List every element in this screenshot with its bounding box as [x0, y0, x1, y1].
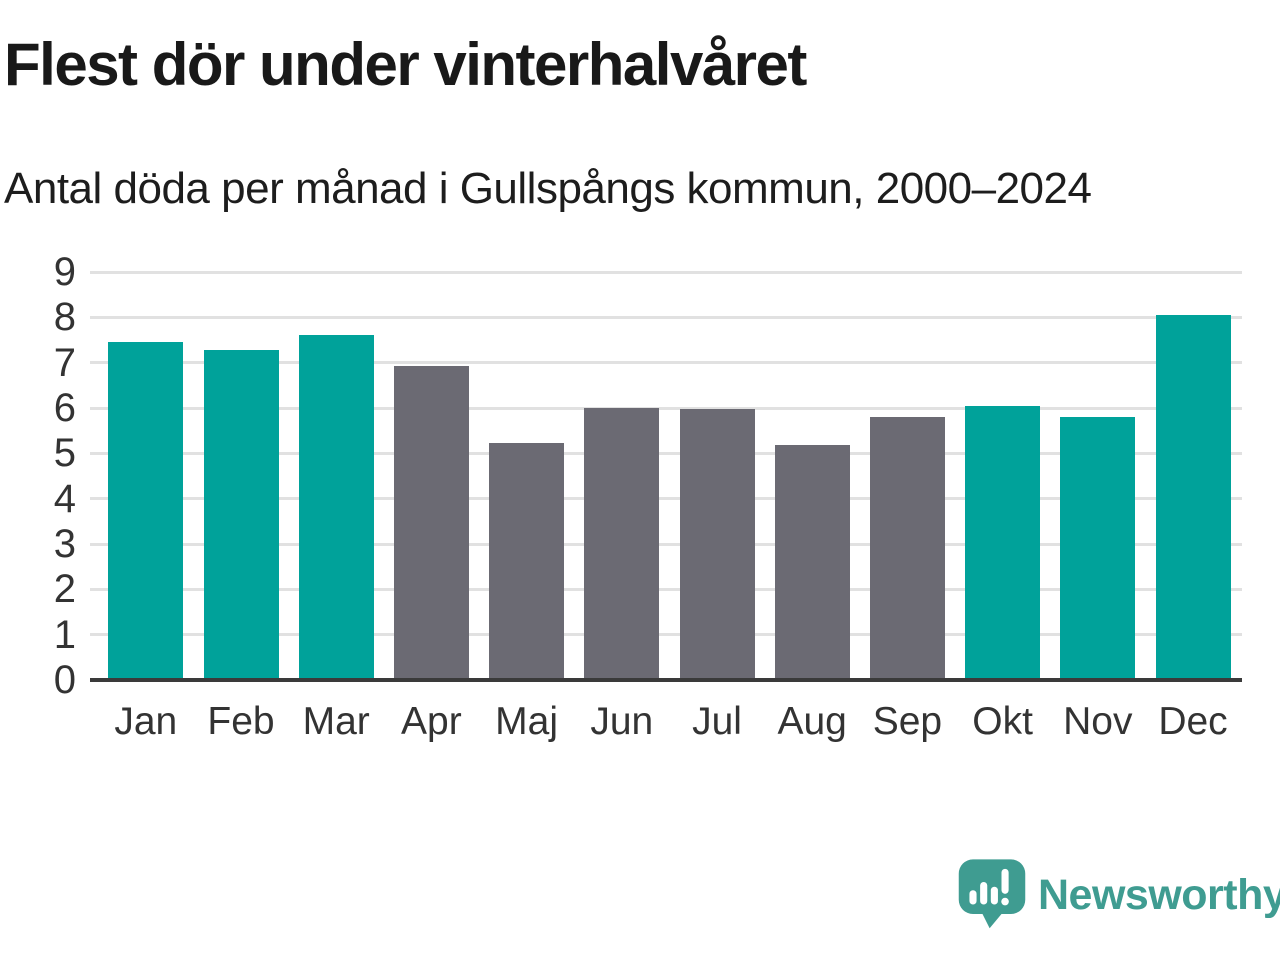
chart-title: Flest dör under vinterhalvåret: [4, 31, 807, 98]
x-tick-label-maj: Maj: [495, 700, 559, 743]
x-tick-label-sep: Sep: [872, 700, 943, 743]
newsworthy-logo-icon: [958, 859, 1026, 929]
x-tick-label-apr: Apr: [401, 700, 462, 743]
bar-maj: [489, 443, 565, 680]
x-tick-label-nov: Nov: [1063, 700, 1133, 743]
bar-sep: [869, 416, 945, 680]
bar-mar: [298, 334, 374, 680]
x-axis-baseline: [90, 678, 1242, 682]
plot-area: 0 1 2 3 4 5 6 7 8 9 Jan Feb Mar Apr Maj Jun Jul Aug Sep Okt…: [54, 250, 1242, 743]
y-tick-label-0: 0: [53, 658, 76, 702]
brand-logo: Newsworthy: [956, 856, 1280, 934]
x-tick-label-okt: Okt: [972, 700, 1033, 743]
bar-okt: [965, 405, 1041, 680]
gridline-6: [90, 406, 1242, 410]
y-tick-label-9: 9: [53, 250, 76, 294]
bar-jun: [584, 408, 660, 680]
y-tick-label-1: 1: [53, 612, 76, 657]
gridline-2: [90, 587, 1242, 591]
bar-nov: [1060, 417, 1136, 680]
y-tick-label-4: 4: [53, 476, 76, 521]
gridline-4: [90, 497, 1242, 501]
x-tick-label-aug: Aug: [777, 700, 847, 743]
bar-jul: [679, 408, 755, 680]
bar-feb: [203, 350, 279, 680]
bar-apr: [393, 366, 469, 680]
x-tick-label-mar: Mar: [302, 700, 370, 743]
x-tick-label-jun: Jun: [590, 700, 654, 743]
bar-aug: [774, 445, 850, 680]
y-tick-label-7: 7: [53, 340, 76, 385]
bar-dec: [1155, 314, 1231, 680]
bar-jan: [108, 342, 184, 680]
gridline-8: [90, 315, 1242, 319]
y-tick-label-3: 3: [53, 522, 76, 566]
x-tick-label-dec: Dec: [1158, 700, 1228, 743]
y-tick-label-5: 5: [53, 431, 76, 476]
y-tick-label-6: 6: [53, 386, 76, 430]
gridline-5: [90, 451, 1242, 455]
chart-subtitle: Antal döda per månad i Gullspångs kommun…: [4, 164, 1092, 213]
y-tick-label-2: 2: [53, 567, 76, 612]
gridline-3: [90, 542, 1242, 546]
x-tick-label-jul: Jul: [692, 700, 742, 743]
x-tick-label-jan: Jan: [114, 700, 178, 743]
gridline-7: [90, 361, 1242, 365]
gridline-1: [90, 633, 1242, 637]
x-tick-label-feb: Feb: [207, 700, 275, 743]
brand-name: Newsworthy: [1038, 871, 1280, 919]
gridline-9: [90, 270, 1242, 274]
y-tick-label-8: 8: [53, 295, 76, 340]
